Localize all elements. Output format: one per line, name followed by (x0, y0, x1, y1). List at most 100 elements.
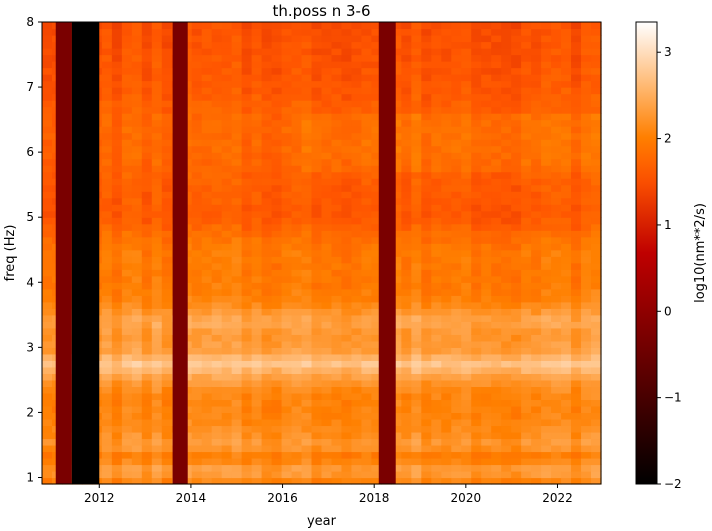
heatmap-cell (531, 340, 542, 348)
heatmap-cell (321, 288, 333, 296)
heatmap-cell (401, 334, 412, 342)
heatmap-cell (481, 28, 492, 36)
heatmap-cell (411, 269, 422, 277)
heatmap-cell (281, 80, 293, 88)
heatmap-cell (571, 126, 582, 134)
heatmap-cell (261, 386, 273, 394)
heatmap-cell (131, 379, 143, 387)
heatmap-cell (351, 126, 363, 134)
heatmap-cell (351, 67, 363, 75)
heatmap-cell (121, 418, 133, 427)
heatmap-cell (311, 249, 323, 257)
heatmap-cell (191, 399, 203, 407)
heatmap-cell (141, 184, 153, 192)
heatmap-cell (131, 457, 143, 466)
heatmap-cell (401, 451, 412, 459)
heatmap-cell (481, 158, 492, 166)
heatmap-cell (201, 321, 213, 329)
heatmap-cell (331, 223, 343, 231)
heatmap-cell (401, 321, 412, 329)
heatmap-cell (141, 191, 153, 199)
heatmap-cell (271, 399, 283, 407)
heatmap-cell (211, 87, 223, 95)
heatmap-cell (441, 48, 452, 56)
heatmap-cell (431, 301, 442, 309)
heatmap-cell (301, 275, 313, 283)
heatmap-cell (321, 80, 333, 88)
heatmap-cell (501, 152, 512, 160)
heatmap-cell (531, 35, 542, 43)
heatmap-cell (121, 269, 133, 277)
heatmap-cell (341, 223, 353, 231)
heatmap-cell (291, 204, 303, 212)
heatmap-cell (231, 217, 243, 225)
heatmap-cell (221, 191, 233, 199)
heatmap-cell (161, 438, 173, 446)
heatmap-cell (461, 249, 472, 257)
heatmap-cell (161, 295, 173, 303)
heatmap-cell (351, 301, 363, 309)
heatmap-cell (261, 106, 273, 114)
heatmap-cell (311, 197, 323, 205)
heatmap-cell (461, 451, 472, 459)
heatmap-cell (471, 464, 482, 472)
heatmap-cell (561, 327, 572, 335)
heatmap-cell (471, 217, 482, 225)
heatmap-cell (591, 470, 602, 479)
heatmap-cell (551, 80, 562, 88)
heatmap-cell (421, 35, 432, 43)
heatmap-cell (341, 373, 353, 381)
heatmap-cell (211, 165, 223, 173)
heatmap-cell (501, 464, 512, 472)
heatmap-cell (281, 327, 293, 335)
heatmap-cell (431, 48, 442, 56)
heatmap-cell (481, 165, 492, 173)
heatmap-cell (421, 178, 432, 186)
heatmap-cell (461, 132, 472, 140)
heatmap-cell (141, 197, 153, 205)
heatmap-cell (211, 256, 223, 264)
heatmap-cell (581, 178, 592, 186)
heatmap-cell (491, 464, 502, 472)
heatmap-cell (121, 158, 133, 166)
heatmap-cell (281, 126, 293, 134)
heatmap-cell (131, 470, 143, 479)
heatmap-cell (201, 379, 213, 387)
heatmap-cell (551, 347, 562, 355)
heatmap-cell (201, 93, 213, 101)
heatmap-cell (241, 191, 253, 199)
heatmap-cell (42, 366, 53, 374)
heatmap-cell (221, 451, 233, 459)
heatmap-cell (371, 477, 382, 485)
heatmap-cell (201, 373, 213, 381)
heatmap-cell (591, 178, 602, 186)
heatmap-cell (141, 301, 153, 309)
heatmap-cell (161, 314, 173, 322)
heatmap-cell (461, 295, 472, 303)
heatmap-cell (301, 470, 313, 479)
heatmap-cell (431, 145, 442, 153)
heatmap-cell (461, 308, 472, 316)
heatmap-cell (451, 282, 462, 290)
heatmap-cell (311, 28, 323, 36)
heatmap-cell (391, 347, 402, 355)
heatmap-cell (531, 171, 542, 179)
heatmap-cell (521, 223, 532, 231)
heatmap-cell (371, 204, 382, 212)
heatmap-cell (201, 464, 213, 472)
heatmap-cell (231, 41, 243, 49)
heatmap-cell (291, 54, 303, 62)
heatmap-cell (571, 399, 582, 407)
heatmap-cell (521, 308, 532, 316)
heatmap-cell (161, 217, 173, 225)
heatmap-cell (491, 282, 502, 290)
heatmap-cell (141, 321, 153, 329)
heatmap-cell (491, 217, 502, 225)
heatmap-cell (141, 405, 153, 414)
heatmap-cell (511, 152, 522, 160)
heatmap-cell (511, 451, 522, 459)
heatmap-cell (201, 126, 213, 134)
heatmap-cell (471, 197, 482, 205)
heatmap-cell (241, 399, 253, 407)
